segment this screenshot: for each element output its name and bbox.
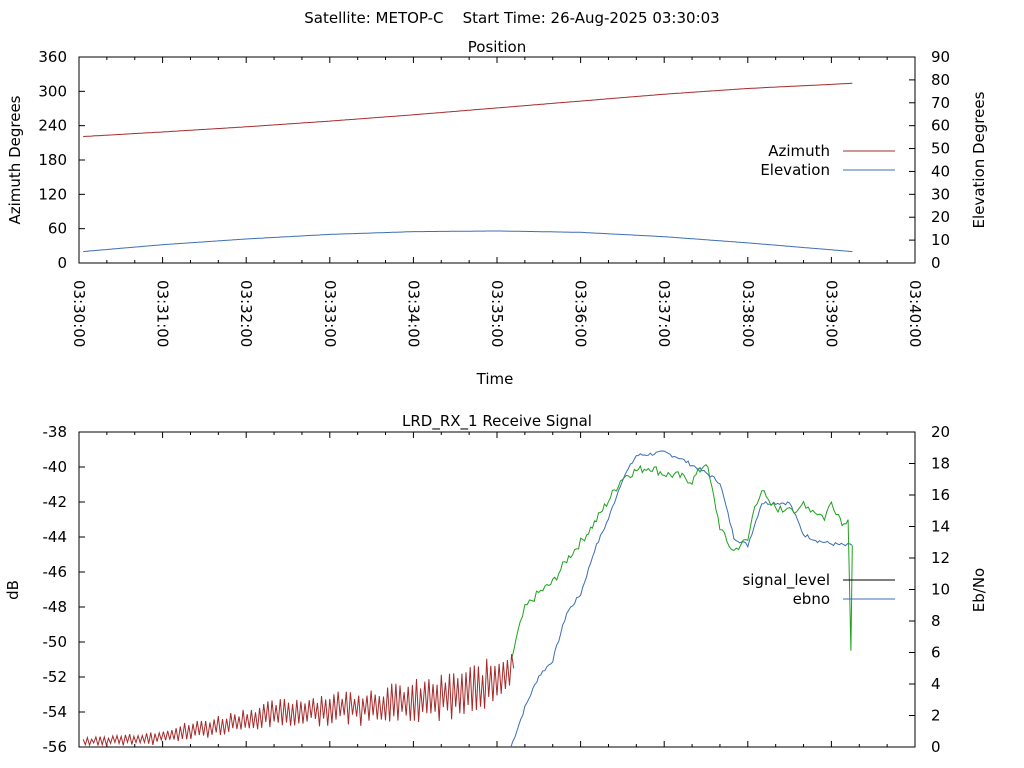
signal-y-tick-label: -56 [43, 738, 68, 756]
position-y2-tick-label: 50 [931, 140, 950, 158]
position-y2-tick-labels: 0 10 20 30 40 50 60 70 80 90 [931, 48, 950, 272]
signal-series-trace-2 [511, 464, 853, 657]
signal-y2-tick-label: 10 [931, 581, 950, 599]
signal-y-tick-labels: -56 -54 -52 -50 -48 -46 -44 -42 -40 -38 [43, 423, 68, 756]
signal-y-tick-label: -48 [43, 598, 68, 616]
position-x-tick-label: 03:30:00 [70, 280, 88, 347]
signal-legend: signal_level ebno [742, 571, 895, 608]
legend-ebno-label: ebno [793, 590, 830, 608]
signal-y2-tick-label: 12 [931, 549, 950, 567]
signal-y-tick-label: -42 [43, 493, 68, 511]
position-y-axis-label: Azimuth Degrees [6, 95, 24, 224]
signal-y2-tick-label: 4 [931, 675, 941, 693]
signal-y2-tick-label: 14 [931, 518, 950, 536]
position-series-Azimuth [83, 82, 853, 137]
header-start-time: Start Time: 26-Aug-2025 03:30:03 [463, 9, 720, 27]
signal-y-tick-label: -52 [43, 668, 68, 686]
position-y-tick-label: 120 [38, 185, 67, 203]
signal-y-tick-label: -54 [43, 703, 68, 721]
position-y2-tick-label: 10 [931, 231, 950, 249]
position-x-tick-label: 03:33:00 [321, 280, 339, 347]
position-x-tick-label: 03:39:00 [822, 280, 840, 347]
signal-y2-tick-label: 6 [931, 644, 941, 662]
position-y-tick-label: 360 [38, 48, 67, 66]
signal-chart: LRD_RX_1 Receive Signal -56-54-52-50-48-… [4, 412, 988, 756]
position-x-tick-label: 03:40:00 [906, 280, 924, 347]
position-x-tick-label: 03:31:00 [154, 280, 172, 347]
position-x-tick-label: 03:35:00 [488, 280, 506, 347]
signal-y-tick-label: -50 [43, 633, 68, 651]
position-y-tick-label: 0 [57, 254, 67, 272]
position-series-Elevation [83, 230, 853, 253]
signal-y2-axis-label: Eb/No [970, 568, 988, 612]
position-x-tick-label: 03:37:00 [655, 280, 673, 347]
signal-y2-tick-label: 2 [931, 707, 941, 725]
position-ticks [78, 56, 916, 264]
signal-title: LRD_RX_1 Receive Signal [402, 412, 592, 431]
signal-y-tick-label: -38 [43, 423, 68, 441]
signal-series [82, 450, 853, 748]
position-legend: Azimuth Elevation [760, 142, 895, 179]
header-title: Satellite: METOP-C Start Time: 26-Aug-20… [304, 9, 719, 27]
signal-y2-tick-label: 20 [931, 423, 950, 441]
signal-plot-frame [78, 431, 916, 748]
legend-elevation-label: Elevation [760, 161, 830, 179]
legend-signal-level-label: signal_level [742, 571, 830, 590]
signal-ticks [78, 431, 916, 748]
signal-y-axis-label: dB [4, 580, 22, 600]
position-y2-tick-label: 20 [931, 208, 950, 226]
signal-y2-tick-label: 16 [931, 486, 950, 504]
signal-y-tick-label: -40 [43, 458, 68, 476]
signal-y2-tick-label: 8 [931, 612, 941, 630]
position-y2-tick-label: 90 [931, 48, 950, 66]
signal-series-trace-3 [82, 654, 515, 748]
position-y-tick-label: 60 [48, 220, 67, 238]
position-y-tick-label: 300 [38, 82, 67, 100]
position-y2-tick-label: 40 [931, 162, 950, 180]
position-y2-tick-label: 70 [931, 94, 950, 112]
signal-y2-tick-label: 0 [931, 738, 941, 756]
legend-azimuth-label: Azimuth [768, 142, 830, 160]
signal-y-tick-label: -46 [43, 563, 68, 581]
signal-y2-tick-labels: 0 2 4 6 8 10 12 14 16 18 20 [931, 423, 950, 756]
position-x-tick-label: 03:38:00 [739, 280, 757, 347]
position-y2-tick-label: 80 [931, 71, 950, 89]
position-y2-axis-label: Elevation Degrees [970, 91, 988, 228]
position-y-tick-labels: 0 60 120 180 240 300 360 [38, 48, 67, 272]
position-plot-frame [78, 56, 916, 264]
position-x-tick-labels: 03:30:00 03:31:00 03:32:00 03:33:00 03:34:00… [70, 280, 924, 347]
header-satellite: Satellite: METOP-C [304, 9, 443, 27]
position-y-tick-label: 240 [38, 117, 67, 135]
position-y2-tick-label: 0 [931, 254, 941, 272]
position-y2-tick-label: 30 [931, 185, 950, 203]
position-x-tick-label: 03:32:00 [237, 280, 255, 347]
signal-y2-tick-label: 18 [931, 455, 950, 473]
position-title: Position [468, 38, 526, 56]
signal-y-tick-label: -44 [43, 528, 68, 546]
position-y-tick-label: 180 [38, 151, 67, 169]
position-x-axis-label: Time [476, 370, 514, 388]
position-y2-tick-label: 60 [931, 117, 950, 135]
position-chart: Position 0 60 120 180 240 300 360 0 10 20 30 40 50 6… [6, 38, 988, 388]
position-series [83, 82, 853, 253]
position-x-tick-label: 03:34:00 [404, 280, 422, 347]
position-x-tick-label: 03:36:00 [572, 280, 590, 347]
